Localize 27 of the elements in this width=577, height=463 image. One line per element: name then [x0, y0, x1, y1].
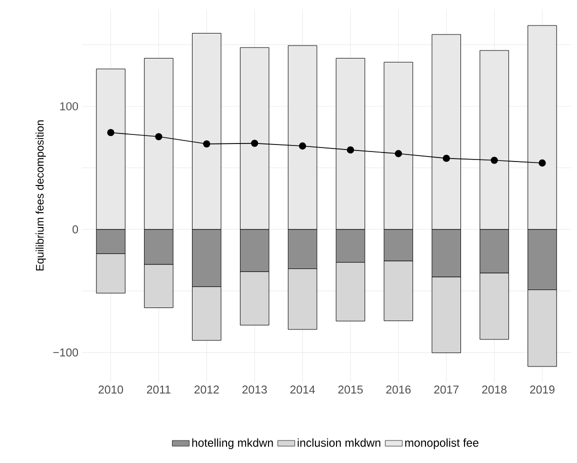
point: [203, 140, 210, 148]
y-tick-label: −100: [53, 348, 78, 357]
x-tick-label: 2019: [530, 386, 554, 394]
point: [346, 146, 354, 154]
x-tick-label: 2018: [482, 386, 507, 394]
x-tick-label: 2016: [386, 386, 411, 394]
x-tick-label: 2013: [242, 386, 267, 394]
point: [538, 159, 546, 167]
y-axis-title: Equilibrium fees decomposition: [36, 120, 46, 270]
legend-label: inclusion mkdwn: [298, 438, 380, 447]
x-tick-label: 2015: [338, 386, 363, 394]
x-tick-label: 2017: [434, 386, 459, 394]
x-tick-label: 2012: [194, 386, 219, 394]
x-tick-label: 2011: [146, 386, 170, 394]
point: [155, 133, 162, 140]
point: [394, 150, 402, 158]
x-tick-label: 2010: [98, 386, 124, 394]
y-tick-label: 0: [72, 225, 78, 234]
point: [442, 154, 450, 162]
x-tick-label: 2014: [290, 386, 315, 394]
y-tick-label: 100: [60, 102, 78, 110]
legend-label: hotelling mkdwn: [192, 438, 273, 450]
point: [251, 140, 258, 147]
point: [298, 142, 306, 150]
point: [490, 156, 498, 164]
legend-label: monopolist fee: [405, 438, 478, 450]
point: [107, 129, 114, 136]
